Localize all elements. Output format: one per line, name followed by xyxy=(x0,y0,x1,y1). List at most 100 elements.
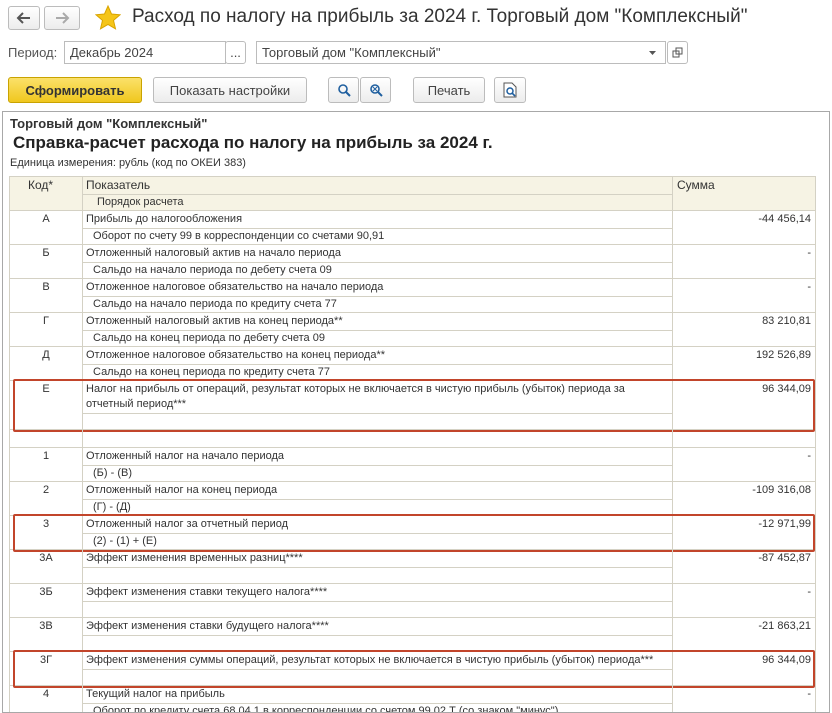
row-calc: (Б) - (В) xyxy=(83,465,672,481)
header-amount: Сумма xyxy=(673,177,816,211)
row-code: Г xyxy=(9,313,83,347)
row-indicator: Эффект изменения суммы операций, результ… xyxy=(86,654,654,666)
row-code: 3А xyxy=(9,550,83,584)
row-amount: - xyxy=(673,584,816,618)
row-amount: 83 210,81 xyxy=(673,313,816,347)
header-indicator: Показатель xyxy=(86,178,151,192)
row-amount: -44 456,14 xyxy=(673,211,816,245)
row-indicator: Эффект изменения ставки будущего налога*… xyxy=(86,620,329,632)
row-indicator-cell: Отложенный налог на начало периода (Б) - … xyxy=(83,448,673,482)
row-indicator-cell: Эффект изменения ставки будущего налога*… xyxy=(83,618,673,652)
table-row: 3Г Эффект изменения суммы операций, резул… xyxy=(9,650,816,688)
row-amount: - xyxy=(673,245,816,279)
table-row: 3А Эффект изменения временных разниц**** -… xyxy=(9,550,816,584)
row-indicator-cell: Текущий налог на прибыль Оборот по кредит… xyxy=(83,686,673,712)
row-calc: Сальдо на конец периода по дебету счета … xyxy=(83,330,672,346)
row-indicator-cell: Эффект изменения суммы операций, результ… xyxy=(83,652,673,686)
row-amount: - xyxy=(673,279,816,313)
report-unit: Единица измерения: рубль (код по ОКЕИ 38… xyxy=(10,157,246,169)
empty-cell xyxy=(83,430,673,448)
row-amount: - xyxy=(673,686,816,712)
forward-icon xyxy=(56,12,70,24)
row-indicator: Отложенный налог на конец периода xyxy=(86,484,278,496)
row-indicator-cell: Налог на прибыль от операций, результат … xyxy=(83,381,673,430)
row-code: Д xyxy=(9,347,83,381)
generate-button[interactable]: Сформировать xyxy=(8,77,142,103)
row-indicator: Отложенный налоговый актив на конец пери… xyxy=(86,315,343,327)
row-code: Б xyxy=(9,245,83,279)
row-calc xyxy=(83,413,672,429)
row-amount: - xyxy=(673,448,816,482)
table-row: Б Отложенный налоговый актив на начало пе… xyxy=(9,245,816,279)
dropdown-arrow[interactable] xyxy=(645,48,661,58)
table-row: 1 Отложенный налог на начало периода (Б) -… xyxy=(9,448,816,482)
row-indicator-cell: Отложенный налоговый актив на начало пер… xyxy=(83,245,673,279)
table-header: Код* Показатель Порядок расчета Сумма xyxy=(9,176,816,211)
row-calc: Сальдо на начало периода по дебету счета… xyxy=(83,262,672,278)
row-code: Е xyxy=(9,381,83,430)
row-indicator-cell: Отложенное налоговое обязательство на ко… xyxy=(83,347,673,381)
row-code: А xyxy=(9,211,83,245)
separator-row xyxy=(9,430,816,448)
settings-button[interactable]: Показать настройки xyxy=(153,77,307,103)
row-code: 3Б xyxy=(9,584,83,618)
row-calc xyxy=(83,601,672,617)
organization-field[interactable]: Торговый дом "Комплексный" xyxy=(256,41,666,64)
row-calc: Сальдо на начало периода по кредиту счет… xyxy=(83,296,672,312)
table-row: А Прибыль до налогообложения Оборот по сче… xyxy=(9,211,816,245)
search-button[interactable] xyxy=(328,77,359,103)
row-indicator: Отложенный налоговый актив на начало пер… xyxy=(86,247,341,259)
preview-icon xyxy=(503,82,517,98)
table-row: 3Б Эффект изменения ставки текущего налог… xyxy=(9,584,816,618)
report-title: Справка-расчет расхода по налогу на приб… xyxy=(13,133,493,152)
header-calc: Порядок расчета xyxy=(83,194,672,210)
row-calc xyxy=(83,669,672,685)
header-code: Код* xyxy=(9,177,83,211)
back-button[interactable] xyxy=(8,6,40,30)
row-indicator: Эффект изменения ставки текущего налога*… xyxy=(86,586,328,598)
table-row: Е Налог на прибыль от операций, результат… xyxy=(9,379,816,432)
print-button[interactable]: Печать xyxy=(413,77,485,103)
row-indicator-cell: Отложенный налог на конец периода (Г) - (… xyxy=(83,482,673,516)
row-amount: 96 344,09 xyxy=(673,652,816,686)
row-code: 3Г xyxy=(9,652,83,686)
empty-cell xyxy=(673,430,816,448)
report: Торговый дом "Комплексный" Справка-расче… xyxy=(2,111,830,713)
row-calc: Оборот по кредиту счета 68.04.1 в коррес… xyxy=(83,703,672,712)
empty-cell xyxy=(9,430,83,448)
row-indicator: Отложенное налоговое обязательство на ко… xyxy=(86,349,386,361)
row-indicator-cell: Отложенный налоговый актив на конец пери… xyxy=(83,313,673,347)
row-amount: -12 971,99 xyxy=(673,516,816,550)
row-indicator: Отложенный налог за отчетный период xyxy=(86,518,289,530)
row-indicator: Эффект изменения временных разниц**** xyxy=(86,552,303,564)
open-icon xyxy=(672,47,682,57)
favorite-star[interactable] xyxy=(95,5,121,31)
table-row: В Отложенное налоговое обязательство на н… xyxy=(9,279,816,313)
table-row: 4 Текущий налог на прибыль Оборот по креди… xyxy=(9,686,816,712)
open-button[interactable] xyxy=(667,41,688,64)
row-indicator: Отложенный налог на начало периода xyxy=(86,450,285,462)
row-amount: -21 863,21 xyxy=(673,618,816,652)
row-calc: (Г) - (Д) xyxy=(83,499,672,515)
report-organization: Торговый дом "Комплексный" xyxy=(10,116,208,131)
row-code: 1 xyxy=(9,448,83,482)
period-select-button[interactable]: ... xyxy=(225,41,246,64)
row-indicator-cell: Эффект изменения ставки текущего налога*… xyxy=(83,584,673,618)
table-row: Г Отложенный налоговый актив на конец пер… xyxy=(9,313,816,347)
row-indicator: Прибыль до налогообложения xyxy=(86,213,243,225)
row-indicator-cell: Отложенное налоговое обязательство на на… xyxy=(83,279,673,313)
row-amount: -87 452,87 xyxy=(673,550,816,584)
row-calc xyxy=(83,567,672,583)
row-indicator-cell: Эффект изменения временных разниц**** xyxy=(83,550,673,584)
preview-button[interactable] xyxy=(494,77,526,103)
forward-button[interactable] xyxy=(44,6,80,30)
row-calc: Оборот по счету 99 в корреспонденции со … xyxy=(83,228,672,244)
search-cancel-button[interactable] xyxy=(360,77,391,103)
row-indicator: Текущий налог на прибыль xyxy=(86,688,225,700)
row-code: 4 xyxy=(9,686,83,712)
row-calc xyxy=(83,635,672,651)
period-field[interactable]: Декабрь 2024 xyxy=(64,41,226,64)
row-calc: (2) - (1) + (Е) xyxy=(83,533,672,549)
